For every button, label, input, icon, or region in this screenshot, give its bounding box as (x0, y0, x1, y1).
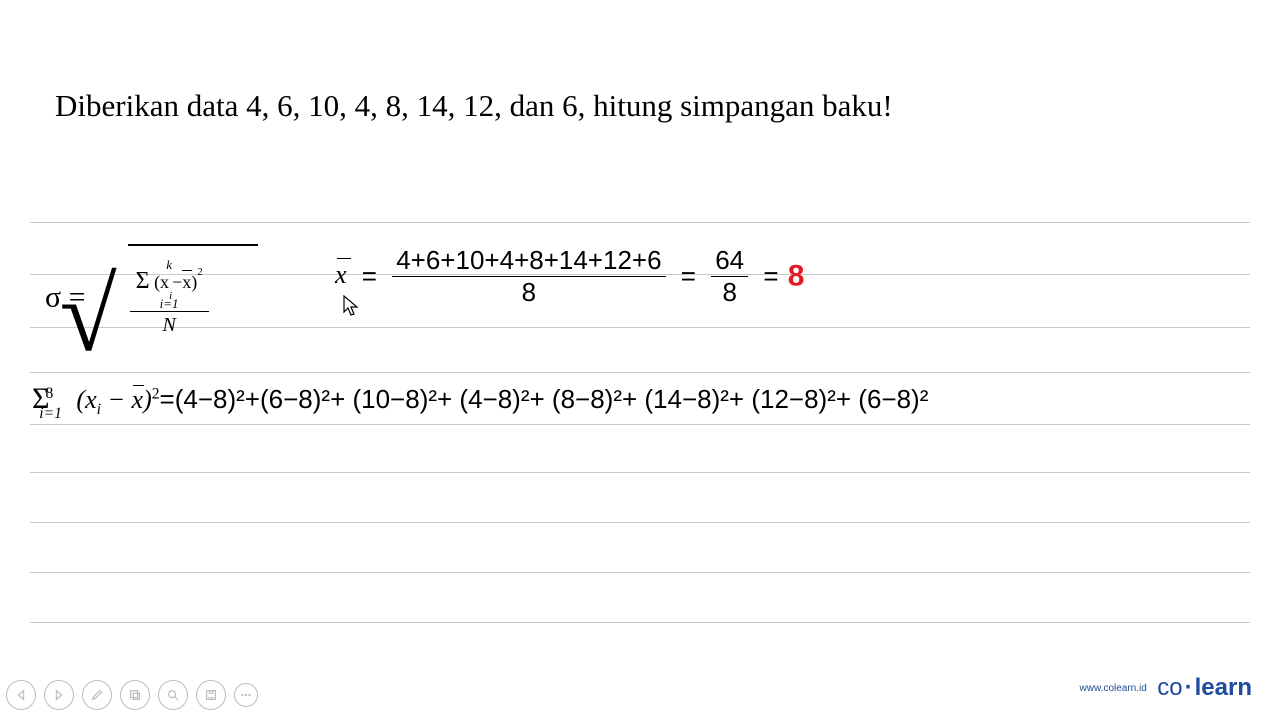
floppy-icon (204, 688, 218, 702)
mean-frac1-num: 4+6+10+4+8+14+12+6 (392, 245, 665, 276)
copy-icon (128, 688, 142, 702)
mean-frac1-den: 8 (392, 276, 665, 308)
logo-learn: learn (1195, 674, 1252, 701)
vinculum (128, 244, 258, 246)
sqrt-wrap: √ k Σ (xi−x)2 i=1 N (98, 258, 209, 337)
question-text: Diberikan data 4, 6, 10, 4, 8, 14, 12, d… (55, 88, 893, 124)
xbar-symbol: x (335, 260, 347, 290)
mean-fraction-2: 64 8 (711, 245, 748, 308)
sum-expression: Σ (xi−x)2 (136, 272, 203, 296)
logo-area: www.colearn.id co·learn (1080, 674, 1252, 702)
logo-url: www.colearn.id (1080, 683, 1147, 694)
mean-result: 8 (788, 260, 805, 293)
mean-fraction-1: 4+6+10+4+8+14+12+6 8 (392, 245, 665, 308)
sigma-formula: σ = √ k Σ (xi−x)2 i=1 N (45, 258, 209, 337)
logo-co: co (1157, 674, 1182, 701)
sqrt-numerator: k Σ (xi−x)2 i=1 (130, 258, 209, 311)
ruled-line (30, 622, 1250, 623)
sumsq-lower: i=1 (39, 405, 62, 422)
ruled-line (30, 424, 1250, 425)
magnify-icon (166, 688, 180, 702)
sum-of-squares: Σ8i=1 (xi − x)2=(4−8)²+(6−8)²+ (10−8)²+ … (32, 382, 928, 419)
zoom-button[interactable] (158, 680, 188, 710)
logo-main: co·learn (1157, 674, 1252, 701)
ruled-line (30, 472, 1250, 473)
triangle-left-icon (14, 688, 28, 702)
sumsq-upper: 8 (45, 385, 53, 402)
dots-icon (239, 688, 253, 702)
bottom-controls (6, 680, 258, 710)
equals-3: = (755, 261, 780, 291)
prev-button[interactable] (6, 680, 36, 710)
mean-calculation: x = 4+6+10+4+8+14+12+6 8 = 64 8 = 8 (335, 245, 804, 308)
mean-frac2-num: 64 (711, 245, 748, 276)
sum-body-open: (x (154, 272, 169, 292)
ruled-line (30, 327, 1250, 328)
copy-button[interactable] (120, 680, 150, 710)
sqrt-denominator: N (130, 311, 209, 337)
more-button[interactable] (234, 683, 258, 707)
sumsq-body-close: − x) (101, 385, 152, 414)
ruled-line (30, 372, 1250, 373)
sum-body-close: −x) (172, 272, 197, 292)
sigma-symbol: Σ (136, 272, 150, 291)
ruled-line (30, 222, 1250, 223)
sum-exponent: 2 (197, 266, 202, 278)
radical-symbol: √ (60, 280, 117, 353)
mean-frac2-den: 8 (711, 276, 748, 308)
sumsq-body-open: (x (76, 385, 96, 414)
cursor-icon (343, 295, 361, 324)
pen-icon (90, 688, 104, 702)
equals-1: = (354, 261, 385, 291)
save-button[interactable] (196, 680, 226, 710)
sumsq-body-sup: 2 (152, 385, 160, 402)
ruled-line (30, 572, 1250, 573)
ruled-line (30, 522, 1250, 523)
equals-2: = (673, 261, 704, 291)
pen-button[interactable] (82, 680, 112, 710)
logo-dot: · (1183, 674, 1195, 701)
next-button[interactable] (44, 680, 74, 710)
sum-body-sub: i (169, 290, 172, 302)
sqrt-fraction: k Σ (xi−x)2 i=1 N (130, 258, 209, 337)
triangle-right-icon (52, 688, 66, 702)
sumsq-expansion: =(4−8)²+(6−8)²+ (10−8)²+ (4−8)²+ (8−8)²+… (160, 384, 929, 414)
